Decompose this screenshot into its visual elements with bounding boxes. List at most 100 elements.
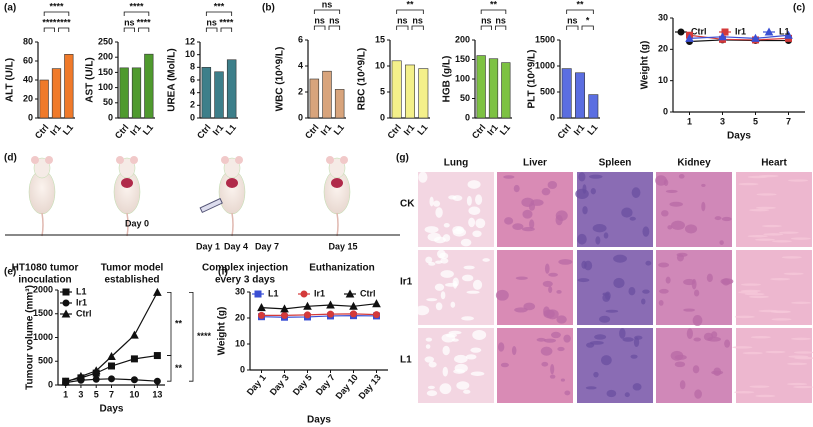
mouse-tail [126,212,129,237]
y-tick-label: 150 [98,67,113,77]
y-axis-label: Weight (g) [217,307,228,356]
tissue-texture [536,337,546,342]
tissue-texture [740,289,761,293]
x-tick-label: Day 5 [291,372,314,397]
tissue-texture [613,254,627,263]
tissue-texture [754,238,775,241]
marker [254,290,262,298]
significance-bracket [123,27,135,32]
mouse-ear [235,156,243,164]
tissue-texture [442,366,448,377]
significance-bracket [328,25,341,30]
tissue-texture [788,179,809,182]
legend-label: Ir1 [314,288,325,298]
tissue-texture [602,293,611,302]
mouse-ear [130,156,138,164]
tissue-texture [439,383,452,395]
marker [153,377,161,385]
tissue-texture [461,316,474,321]
tissue-texture [544,263,550,274]
tissue-texture [582,206,588,215]
significance-label: ns [397,15,408,25]
y-axis-label: WBC (10^9/L) [275,47,286,112]
tissue-texture [428,261,436,266]
bar [501,62,511,119]
y-tick-label: 1500 [535,34,555,44]
series-line [261,315,377,318]
y-tick-label: 10 [658,75,668,85]
column-label: Kidney [677,158,711,169]
tissue-texture [683,308,696,312]
step-label: Complex injection [202,263,288,274]
marker [153,287,162,296]
y-axis-label: Tumour volume (mm³) [25,285,36,390]
y-axis-label: RBC (10^9/L) [357,48,368,111]
tissue-texture [692,314,703,326]
bar [334,89,345,119]
tissue-texture [742,351,763,355]
tissue-texture [434,283,445,291]
mouse-ear [116,156,124,164]
tissue-texture [472,279,483,290]
y-axis-label: AST (U/L) [85,57,96,103]
histology-image [497,172,573,247]
tissue-texture [495,289,509,301]
significance-bracket [58,27,70,32]
significance-label: ns [412,15,423,25]
tissue-texture [701,183,706,187]
tissue-texture [714,216,722,221]
bar [405,64,415,119]
tissue-texture [793,351,813,354]
tissue-texture [556,315,567,324]
bar [226,59,237,119]
y-tick-label: 200 [98,52,113,62]
tissue-texture [577,278,590,283]
panel-label: (d) [4,153,17,164]
tissue-texture [755,206,776,210]
marker [303,301,312,310]
tissue-texture [738,182,759,186]
y-tick-label: 0 [28,112,33,122]
bar [488,58,499,119]
marker [61,309,71,318]
syringe [199,197,223,214]
tissue-texture [594,334,607,340]
x-tick-label: L1 [332,122,346,136]
significance-label: ns [322,0,333,9]
tissue-texture [756,193,777,196]
y-tick-label: 0 [380,112,385,122]
tissue-texture [791,301,812,305]
y-tick-label: 6 [190,74,195,84]
tissue-texture [522,209,533,219]
tissue-texture [683,278,696,286]
tissue-texture [500,362,509,368]
bar [131,67,142,119]
tissue-texture [448,330,462,335]
day-label: Day 15 [328,241,357,251]
marker [718,32,727,41]
series-line [689,34,789,39]
panel-label: (b) [262,3,275,14]
tissue-texture [443,223,450,228]
marker [130,355,138,363]
significance-label: ** [175,363,183,373]
y-tick-label: 20 [23,93,33,103]
marker [751,33,760,42]
column-label: Liver [523,158,547,169]
tissue-texture [603,232,609,239]
mouse-tail [231,212,234,237]
tissue-texture [719,240,724,245]
row-label: Ir1 [400,277,413,288]
step-label: established [104,275,159,286]
tissue-texture [453,369,466,374]
x-axis-label: Days [100,404,124,415]
step-label: Tumor model [101,263,164,274]
significance-bracket [411,25,424,30]
marker [130,330,139,339]
tissue-texture [584,260,593,271]
marker [677,28,685,36]
tissue-texture [463,389,471,394]
tissue-texture [750,336,771,339]
tissue-texture [632,383,642,391]
mouse-ear [45,156,53,164]
